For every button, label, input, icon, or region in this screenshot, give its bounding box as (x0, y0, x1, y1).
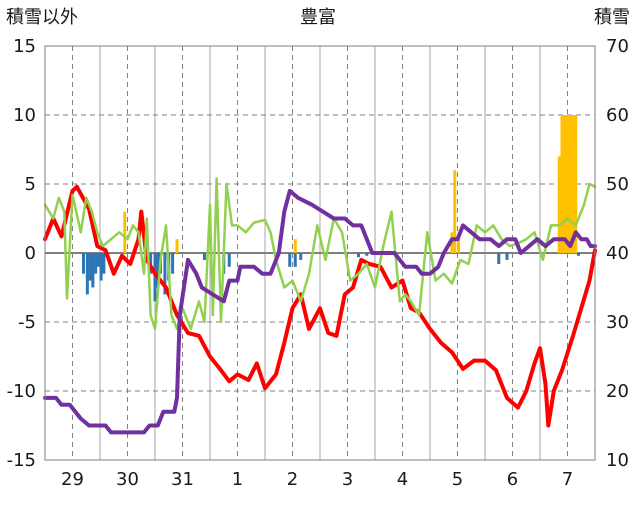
orange-bar (571, 115, 575, 253)
left-tick-label: 15 (13, 36, 36, 57)
blue-bar (96, 253, 100, 267)
blue-bar (357, 253, 360, 258)
x-tick-label: 2 (287, 469, 298, 490)
x-tick-label: 7 (562, 469, 573, 490)
plot-frame (44, 45, 596, 461)
right-tick-label: 30 (606, 312, 629, 333)
left-tick-label: 10 (13, 105, 36, 126)
blue-bar (577, 253, 580, 256)
blue-bar (82, 253, 85, 274)
orange-bar (293, 239, 297, 253)
orange-bar (574, 115, 578, 253)
blue-bar (365, 253, 369, 256)
blue-bar (163, 253, 167, 295)
right-tick-label: 70 (606, 36, 629, 57)
blue-bar (288, 253, 292, 267)
left-axis-label: 積雪以外 (6, 7, 78, 28)
blue-bar (99, 253, 103, 281)
x-tick-label: 3 (342, 469, 353, 490)
red-line (43, 184, 597, 428)
left-tick-label: -5 (18, 312, 36, 333)
right-tick-label: 10 (606, 450, 629, 471)
blue-bar (171, 253, 175, 274)
blue-bar (505, 253, 509, 260)
right-axis-label: 積雪 (594, 7, 630, 28)
x-tick-label: 29 (61, 469, 84, 490)
orange-bar (560, 115, 564, 253)
x-tick-label: 1 (232, 469, 243, 490)
orange-bar (568, 115, 572, 253)
left-tick-label: -15 (7, 450, 36, 471)
orange-bar (566, 115, 569, 253)
x-tick-label: 30 (116, 469, 139, 490)
blue-bar (91, 253, 95, 288)
x-tick-label: 31 (171, 469, 194, 490)
left-tick-label: 0 (25, 243, 36, 264)
orange-bar (123, 211, 127, 253)
bar-series (82, 115, 580, 302)
green-line (43, 177, 597, 331)
blue-bar (299, 253, 303, 260)
blue-bar (88, 253, 92, 281)
chart-title: 豊富 (300, 7, 336, 28)
grid-lines (45, 46, 595, 460)
x-tick-label: 5 (452, 469, 463, 490)
left-tick-label: 5 (25, 174, 36, 195)
blue-bar (497, 253, 501, 265)
right-tick-label: 60 (606, 105, 629, 126)
blue-bar (293, 253, 297, 267)
right-tick-label: 20 (606, 381, 629, 402)
orange-bar (557, 156, 561, 253)
blue-bar (227, 253, 231, 267)
axis-ticks: 29 30 31 1 2 3 4 5 6 7 15 70 10 60 5 50 0 40 -5 30 -10 20 -15 1… (7, 36, 629, 490)
orange-bar (457, 239, 461, 253)
purple-line (43, 188, 597, 435)
left-tick-label: -10 (7, 381, 36, 402)
blue-bar (85, 253, 89, 295)
x-tick-label: 6 (507, 469, 518, 490)
blue-bar (203, 253, 206, 260)
x-tick-label: 4 (397, 469, 408, 490)
blue-bar (156, 253, 160, 288)
right-tick-label: 40 (606, 243, 629, 264)
orange-bar (453, 170, 457, 253)
right-tick-label: 50 (606, 174, 629, 195)
line-series (43, 177, 597, 435)
orange-bar (563, 115, 567, 253)
orange-bar (175, 239, 179, 253)
blue-bar (102, 253, 106, 274)
blue-bar (153, 253, 157, 302)
blue-bar (94, 253, 98, 274)
